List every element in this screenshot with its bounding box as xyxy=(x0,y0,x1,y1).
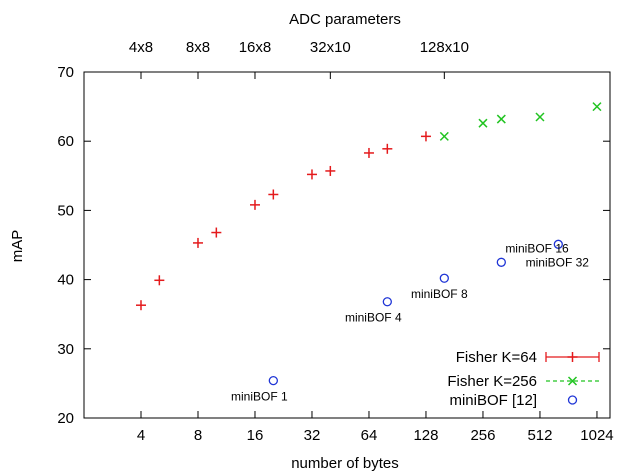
x-axis-title: number of bytes xyxy=(291,455,399,472)
tick-labels: 4 8 16 32 64 128 256 512 1024 4x8 8x8 16x8 32x10 128x… xyxy=(57,39,613,444)
data-point-plus xyxy=(154,275,165,286)
point-label: miniBOF 4 xyxy=(345,311,402,325)
data-point-cross xyxy=(496,114,506,124)
y-tick-label: 50 xyxy=(57,202,74,219)
plot-frame xyxy=(83,71,611,419)
x2-tick-label: 4x8 xyxy=(129,39,153,56)
legend-label: Fisher K=64 xyxy=(456,349,537,366)
legend: Fisher K=64 Fisher K=256 miniBOF [12] xyxy=(447,349,600,409)
legend-marker xyxy=(567,352,578,362)
data-point-plus xyxy=(192,237,203,248)
x-tick-label: 16 xyxy=(247,427,264,444)
point-annotations: miniBOF 1 miniBOF 4 miniBOF 8 miniBOF 16min… xyxy=(231,241,589,403)
data-point-cross xyxy=(478,118,488,128)
legend-entry: Fisher K=256 xyxy=(447,373,599,390)
data-point-plus xyxy=(135,300,146,311)
y-tick-label: 30 xyxy=(57,341,74,358)
x2-tick-label: 32x10 xyxy=(310,39,351,56)
data-point-plus xyxy=(249,199,260,210)
y-tick-label: 60 xyxy=(57,133,74,150)
axes xyxy=(83,71,611,419)
data-point-circle xyxy=(268,375,278,386)
data-point-cross xyxy=(535,112,545,122)
point-label: miniBOF 8 xyxy=(411,287,468,301)
data-point-cross xyxy=(439,131,449,141)
x2-tick-label: 16x8 xyxy=(239,39,272,56)
data-point-plus xyxy=(325,165,336,176)
x-tick-label: 1024 xyxy=(580,427,613,444)
data-point-circle xyxy=(439,273,449,283)
y-tick-label: 40 xyxy=(57,272,74,289)
data-point-plus xyxy=(211,227,222,238)
data-point-plus xyxy=(268,189,279,200)
point-label: miniBOF 16 xyxy=(505,241,569,255)
legend-entry: miniBOF [12] xyxy=(449,392,578,409)
x-tick-label: 512 xyxy=(527,427,552,444)
data-marks xyxy=(135,102,602,386)
legend-marker xyxy=(567,395,578,405)
data-point-circle xyxy=(496,257,506,267)
data-point-plus xyxy=(306,169,317,180)
point-label: miniBOF 32 xyxy=(526,255,590,269)
x-tick-label: 8 xyxy=(194,427,202,444)
x2-axis-title: ADC parameters xyxy=(289,11,401,28)
legend-entry: Fisher K=64 xyxy=(456,349,600,366)
legend-label: Fisher K=256 xyxy=(447,373,537,390)
data-point-cross xyxy=(592,102,602,112)
data-point-plus xyxy=(382,143,393,154)
legend-label: miniBOF [12] xyxy=(449,392,537,409)
x-tick-label: 32 xyxy=(304,427,321,444)
y-tick-label: 20 xyxy=(57,410,74,427)
data-point-circle xyxy=(382,297,392,307)
x-tick-label: 4 xyxy=(137,427,145,444)
y-tick-label: 70 xyxy=(57,64,74,81)
data-point-plus xyxy=(420,131,431,142)
point-label: miniBOF 1 xyxy=(231,390,288,404)
x-tick-label: 256 xyxy=(470,427,495,444)
data-point-plus xyxy=(363,147,374,158)
x2-tick-label: 8x8 xyxy=(186,39,210,56)
x-tick-label: 128 xyxy=(413,427,438,444)
x2-tick-label: 128x10 xyxy=(420,39,469,56)
data-point-circle xyxy=(553,239,563,249)
y-axis-title: mAP xyxy=(9,230,26,263)
legend-marker xyxy=(567,376,578,386)
x-tick-label: 64 xyxy=(361,427,378,444)
